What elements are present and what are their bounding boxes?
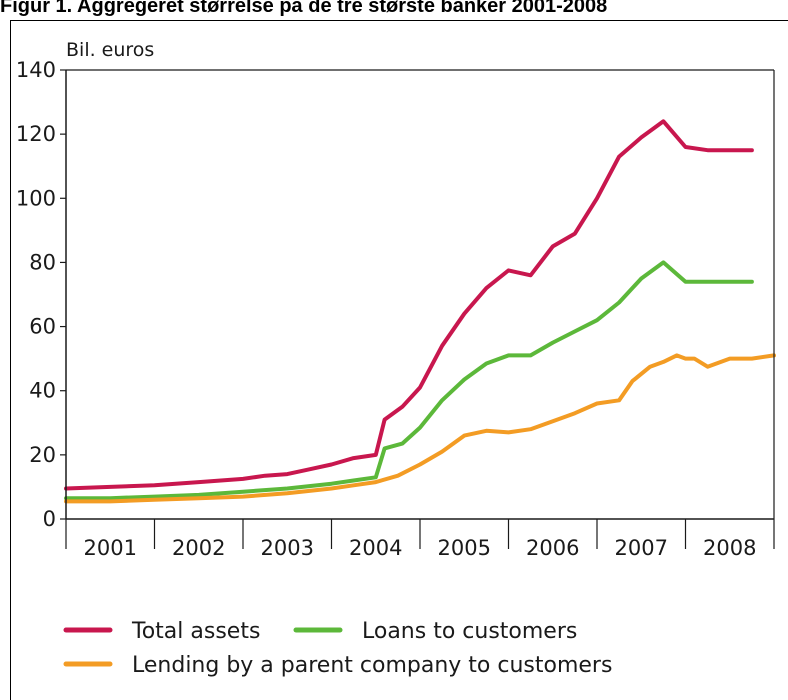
y-tick-label: 0 [43,507,56,531]
y-tick-label: 80 [29,250,56,274]
legend-label: Total assets [131,619,260,644]
y-tick-label: 20 [29,443,56,467]
y-tick-label: 140 [16,58,56,82]
x-tick-label: 2002 [172,536,225,560]
y-tick-label: 120 [16,122,56,146]
series-line-1 [64,119,754,491]
y-axis-unit-label: Bil. euros [66,39,154,61]
legend-label: Loans to customers [362,619,577,644]
x-tick-label: 2008 [703,536,756,560]
y-tick-label: 100 [16,186,56,210]
figure-frame [10,20,788,700]
x-tick-label: 2003 [261,536,314,560]
legend-label: Lending by a parent company to customers [132,653,612,678]
legend: Total assets Loans to customers Lending by… [63,619,612,678]
y-tick-label: 60 [29,315,56,339]
y-tick-label: 40 [29,379,56,403]
x-axis-ticks: 2001 2002 2003 2004 2005 2006 2007 2008 [65,519,775,560]
series-line-3 [64,353,776,504]
x-tick-label: 2005 [438,536,491,560]
x-tick-label: 2004 [349,536,402,560]
y-axis-ticks: 0 20 40 60 80 100 120 140 [16,58,66,531]
x-tick-label: 2007 [615,536,668,560]
series-lines [64,119,776,504]
x-tick-label: 2001 [84,536,137,560]
x-tick-label: 2006 [526,536,579,560]
series-line-2 [64,260,754,501]
figure-title: Figur 1. Aggregeret størrelse på de tre … [0,0,608,17]
